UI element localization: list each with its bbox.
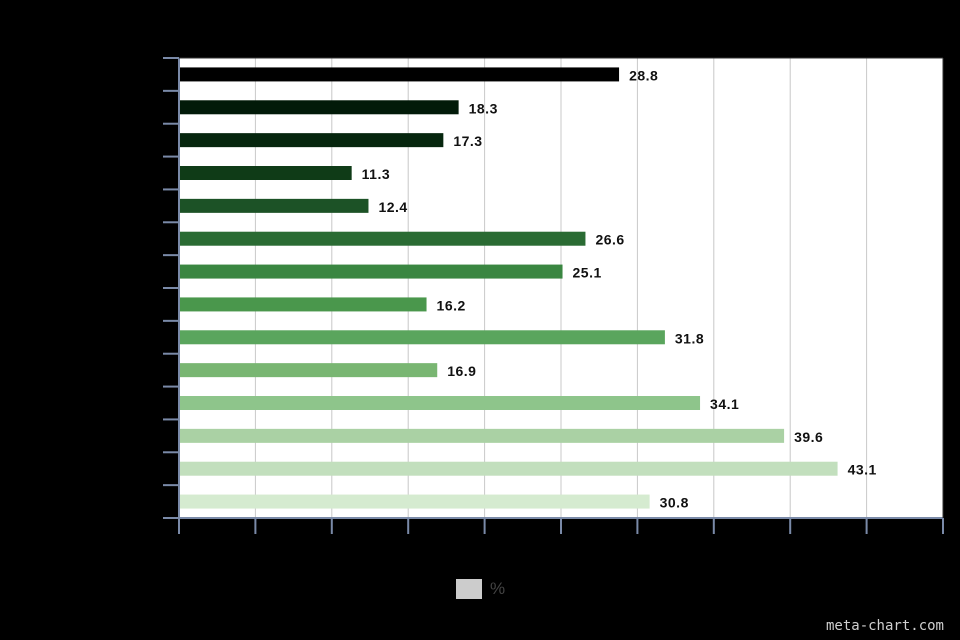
legend-label: % (490, 579, 506, 598)
data-label: 31.8 (675, 330, 704, 346)
bar (179, 264, 563, 279)
data-label: 12.4 (378, 199, 407, 215)
bar (179, 494, 650, 509)
bars (179, 67, 838, 509)
data-label: 43.1 (848, 462, 877, 478)
data-label: 39.6 (794, 429, 823, 445)
bar (179, 363, 438, 378)
data-label: 28.8 (629, 67, 658, 83)
bar (179, 297, 427, 312)
bar (179, 461, 838, 476)
data-label: 34.1 (710, 396, 739, 412)
legend: % (456, 579, 505, 599)
axes (163, 57, 944, 534)
bar (179, 166, 352, 180)
bar (179, 428, 785, 443)
data-label: 17.3 (453, 133, 482, 149)
data-label: 11.3 (362, 166, 390, 182)
data-label: 30.8 (660, 495, 689, 511)
data-label: 26.6 (595, 232, 624, 248)
data-label: 16.2 (437, 297, 466, 313)
bar (179, 100, 459, 115)
bar (179, 396, 701, 410)
bar (179, 198, 369, 213)
data-labels: 28.8 18.3 17.3 11.3 12.4 26.6 25.1 16.2 31.8 16.9… (362, 67, 877, 510)
legend-swatch (456, 579, 482, 599)
watermark: meta-chart.com (825, 618, 944, 634)
bar (179, 330, 665, 345)
data-label: 25.1 (573, 265, 602, 281)
data-label: 18.3 (469, 100, 498, 116)
bar (179, 231, 586, 246)
bar (179, 67, 620, 82)
bar (179, 133, 444, 148)
data-label: 16.9 (447, 363, 476, 379)
